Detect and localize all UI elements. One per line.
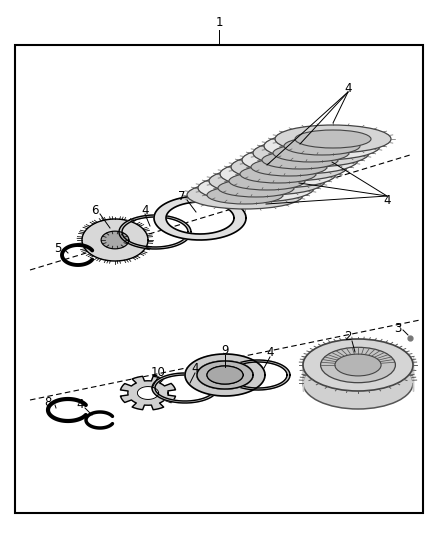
Ellipse shape	[207, 366, 243, 384]
Polygon shape	[303, 339, 413, 383]
Ellipse shape	[273, 144, 349, 162]
Polygon shape	[197, 361, 253, 389]
Polygon shape	[226, 360, 290, 390]
Polygon shape	[138, 386, 159, 399]
Ellipse shape	[295, 130, 371, 148]
Ellipse shape	[253, 139, 369, 167]
Ellipse shape	[284, 137, 360, 155]
Text: 1: 1	[215, 15, 223, 28]
Ellipse shape	[209, 167, 325, 195]
Polygon shape	[101, 231, 129, 249]
Text: 7: 7	[178, 190, 186, 203]
Ellipse shape	[251, 158, 327, 176]
Ellipse shape	[303, 339, 413, 391]
Ellipse shape	[264, 132, 380, 160]
Text: 2: 2	[344, 330, 352, 343]
Text: 10: 10	[151, 366, 166, 378]
Ellipse shape	[303, 357, 413, 409]
Polygon shape	[154, 196, 246, 240]
Text: 3: 3	[394, 321, 402, 335]
Bar	[15, 45, 423, 513]
Text: 8: 8	[44, 397, 52, 409]
Text: 4: 4	[344, 82, 352, 94]
Polygon shape	[185, 354, 265, 396]
Text: 4: 4	[383, 193, 391, 206]
Ellipse shape	[275, 125, 391, 153]
Ellipse shape	[240, 165, 316, 183]
Ellipse shape	[229, 172, 305, 190]
Polygon shape	[119, 215, 191, 249]
Ellipse shape	[262, 151, 338, 169]
Ellipse shape	[187, 181, 303, 209]
Ellipse shape	[198, 174, 314, 202]
Ellipse shape	[207, 186, 283, 204]
Text: 9: 9	[221, 343, 229, 357]
Text: 5: 5	[54, 241, 62, 254]
Polygon shape	[152, 373, 218, 403]
Text: 6: 6	[91, 204, 99, 216]
Ellipse shape	[218, 179, 294, 197]
Ellipse shape	[242, 146, 358, 174]
Text: 4: 4	[191, 361, 199, 375]
Polygon shape	[120, 376, 176, 410]
Text: 4: 4	[266, 345, 274, 359]
Ellipse shape	[220, 160, 336, 188]
Ellipse shape	[231, 153, 347, 181]
Text: 4: 4	[76, 399, 84, 411]
Ellipse shape	[321, 348, 396, 383]
Ellipse shape	[335, 354, 381, 376]
Text: 4: 4	[141, 204, 149, 216]
Polygon shape	[82, 219, 148, 261]
